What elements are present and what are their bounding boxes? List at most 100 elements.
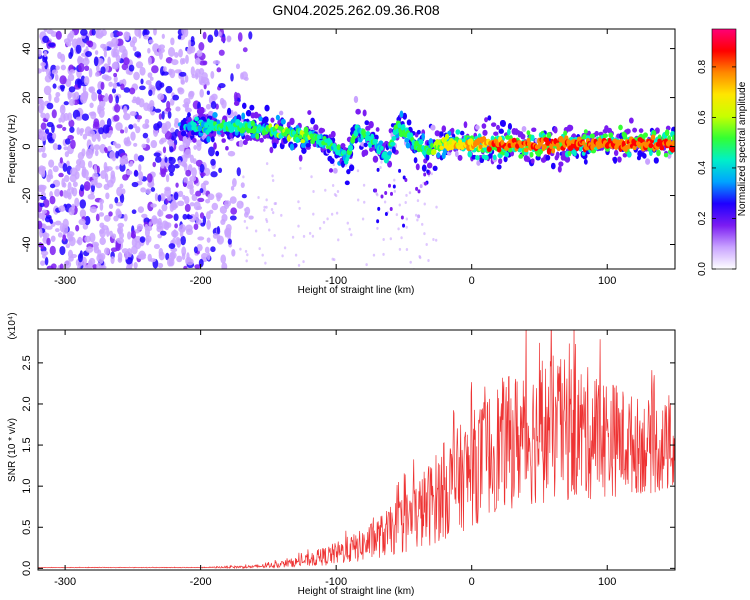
spectrogram-noise-mark — [227, 150, 236, 157]
spectrogram-noise-mark — [232, 177, 237, 188]
spectrogram-ridge-mark — [305, 142, 311, 148]
spectrogram-ridge-mark — [391, 146, 396, 154]
spectrogram-noise-mark — [382, 252, 385, 256]
spectrogram-noise-mark — [112, 141, 117, 146]
spectrogram-noise-mark — [44, 59, 48, 70]
spectrogram-noise-mark — [123, 213, 128, 222]
spectrogram-noise-mark — [49, 183, 56, 189]
spectrogram-noise-mark — [356, 198, 360, 202]
spectrogram-noise-mark — [42, 35, 50, 44]
spectrogram-noise-mark — [302, 234, 306, 238]
spectrogram-noise-mark — [62, 182, 67, 188]
spectrogram-noise-mark — [208, 209, 214, 214]
spectrogram-ridge-mark — [581, 140, 586, 146]
spectrogram-noise-mark — [374, 188, 378, 193]
spectrogram-noise-mark — [68, 119, 75, 128]
spectrogram-noise-mark — [202, 31, 207, 40]
spectrogram-noise-mark — [76, 37, 82, 46]
spectrogram-noise-mark — [108, 81, 113, 87]
spectrogram-ridge-mark — [557, 165, 562, 173]
spectrogram-noise-mark — [243, 208, 247, 212]
spectrogram-noise-mark — [75, 116, 83, 121]
spectrogram-noise-mark — [68, 51, 73, 60]
spectrogram-noise-mark — [258, 247, 261, 251]
spectrogram-noise-mark — [44, 256, 49, 266]
spectrogram-ridge-mark — [421, 164, 427, 172]
spectrogram-noise-mark — [230, 207, 238, 215]
spectrogram-noise-mark — [409, 260, 412, 264]
spectrogram-noise-mark — [120, 83, 125, 91]
spectrogram-noise-mark — [116, 31, 123, 37]
spectrogram-ridge-mark — [345, 156, 350, 162]
spectrogram-noise-mark — [60, 86, 65, 92]
spectrogram-noise-mark — [148, 221, 152, 226]
spectrogram-noise-mark — [265, 198, 268, 202]
spectrogram-ridge-mark — [372, 155, 379, 163]
snr-x-tick-label: 100 — [598, 576, 616, 588]
spectrogram-noise-mark — [68, 98, 75, 106]
spectrogram-noise-mark — [113, 72, 118, 78]
snr-x-tick-label: 0 — [469, 576, 475, 588]
spectrogram-noise-mark — [263, 205, 266, 209]
spectrogram-noise-mark — [89, 102, 94, 109]
spectrogram-noise-mark — [135, 126, 141, 134]
spectrogram-ridge-mark — [197, 124, 203, 132]
spectrogram-noise-mark — [59, 189, 64, 197]
spectrogram-ridge-mark — [303, 126, 309, 134]
spectrogram-noise-mark — [218, 167, 223, 174]
spectrogram-noise-mark — [114, 104, 121, 113]
spectrogram-noise-mark — [46, 237, 51, 246]
spectrogram-noise-mark — [123, 87, 131, 93]
spectrogram-ridge-mark — [353, 95, 359, 104]
spectrogram-noise-mark — [38, 220, 43, 230]
spectrogram-noise-mark — [264, 261, 267, 265]
spectrogram-noise-mark — [337, 238, 340, 242]
spectrogram-noise-mark — [220, 254, 227, 264]
spectrogram-noise-mark — [146, 103, 154, 112]
spectrogram-noise-mark — [221, 262, 228, 269]
spectrogram-noise-mark — [178, 190, 184, 198]
colorbar-gradient — [711, 28, 737, 270]
spectrogram-noise-mark — [265, 162, 269, 166]
spectrogram-y-tick-label: 20 — [21, 91, 33, 103]
spectrogram-ridge-mark — [405, 142, 411, 149]
spectrogram-noise-mark — [227, 35, 232, 42]
spectrogram-ridge-mark — [496, 124, 500, 130]
spectrogram-ridge-mark — [364, 120, 370, 126]
spectrogram-ridge-mark — [663, 152, 669, 158]
spectrogram-ridge-mark — [185, 139, 191, 147]
spectrogram-noise-mark — [115, 122, 123, 131]
spectrogram-y-tick-label: -20 — [21, 188, 33, 204]
spectrogram-ridge-mark — [454, 150, 459, 158]
spectrogram-noise-mark — [356, 169, 360, 173]
spectrogram-noise-mark — [63, 260, 72, 269]
spectrogram-noise-mark — [165, 107, 172, 112]
spectrogram-noise-mark — [94, 71, 100, 77]
spectrogram-noise-mark — [44, 216, 51, 223]
spectrogram-noise-mark — [169, 251, 177, 259]
spectrogram-noise-mark — [416, 199, 420, 203]
spectrogram-noise-mark — [271, 178, 275, 182]
spectrogram-noise-mark — [181, 29, 187, 36]
spectrogram-noise-mark — [88, 86, 94, 93]
spectrogram-noise-mark — [408, 191, 412, 195]
spectrogram-noise-mark — [236, 167, 241, 177]
spectrogram-noise-mark — [100, 43, 106, 49]
spectrogram-noise-mark — [66, 160, 70, 167]
snr-x-axis: -300 -200 -100 0 100 — [54, 330, 616, 588]
spectrogram-noise-mark — [182, 57, 186, 65]
spectrogram-noise-mark — [423, 172, 427, 177]
spectrogram-noise-mark — [377, 206, 381, 211]
spectrogram-ridge-mark — [626, 151, 632, 158]
spectrogram-ridge-mark — [441, 125, 447, 133]
spectrogram-noise-mark — [119, 162, 126, 172]
spectrogram-noise-mark — [137, 206, 145, 213]
spectrogram-noise-mark — [187, 39, 192, 49]
spectrogram-noise-mark — [183, 265, 188, 269]
spectrogram-noise-mark — [115, 201, 123, 207]
spectrogram-noise-mark — [240, 182, 245, 188]
spectrogram-noise-mark — [138, 171, 144, 182]
spectrogram-ridge-mark — [272, 142, 277, 149]
spectrogram-noise-mark — [51, 69, 59, 75]
spectrogram-noise-mark — [39, 184, 47, 191]
